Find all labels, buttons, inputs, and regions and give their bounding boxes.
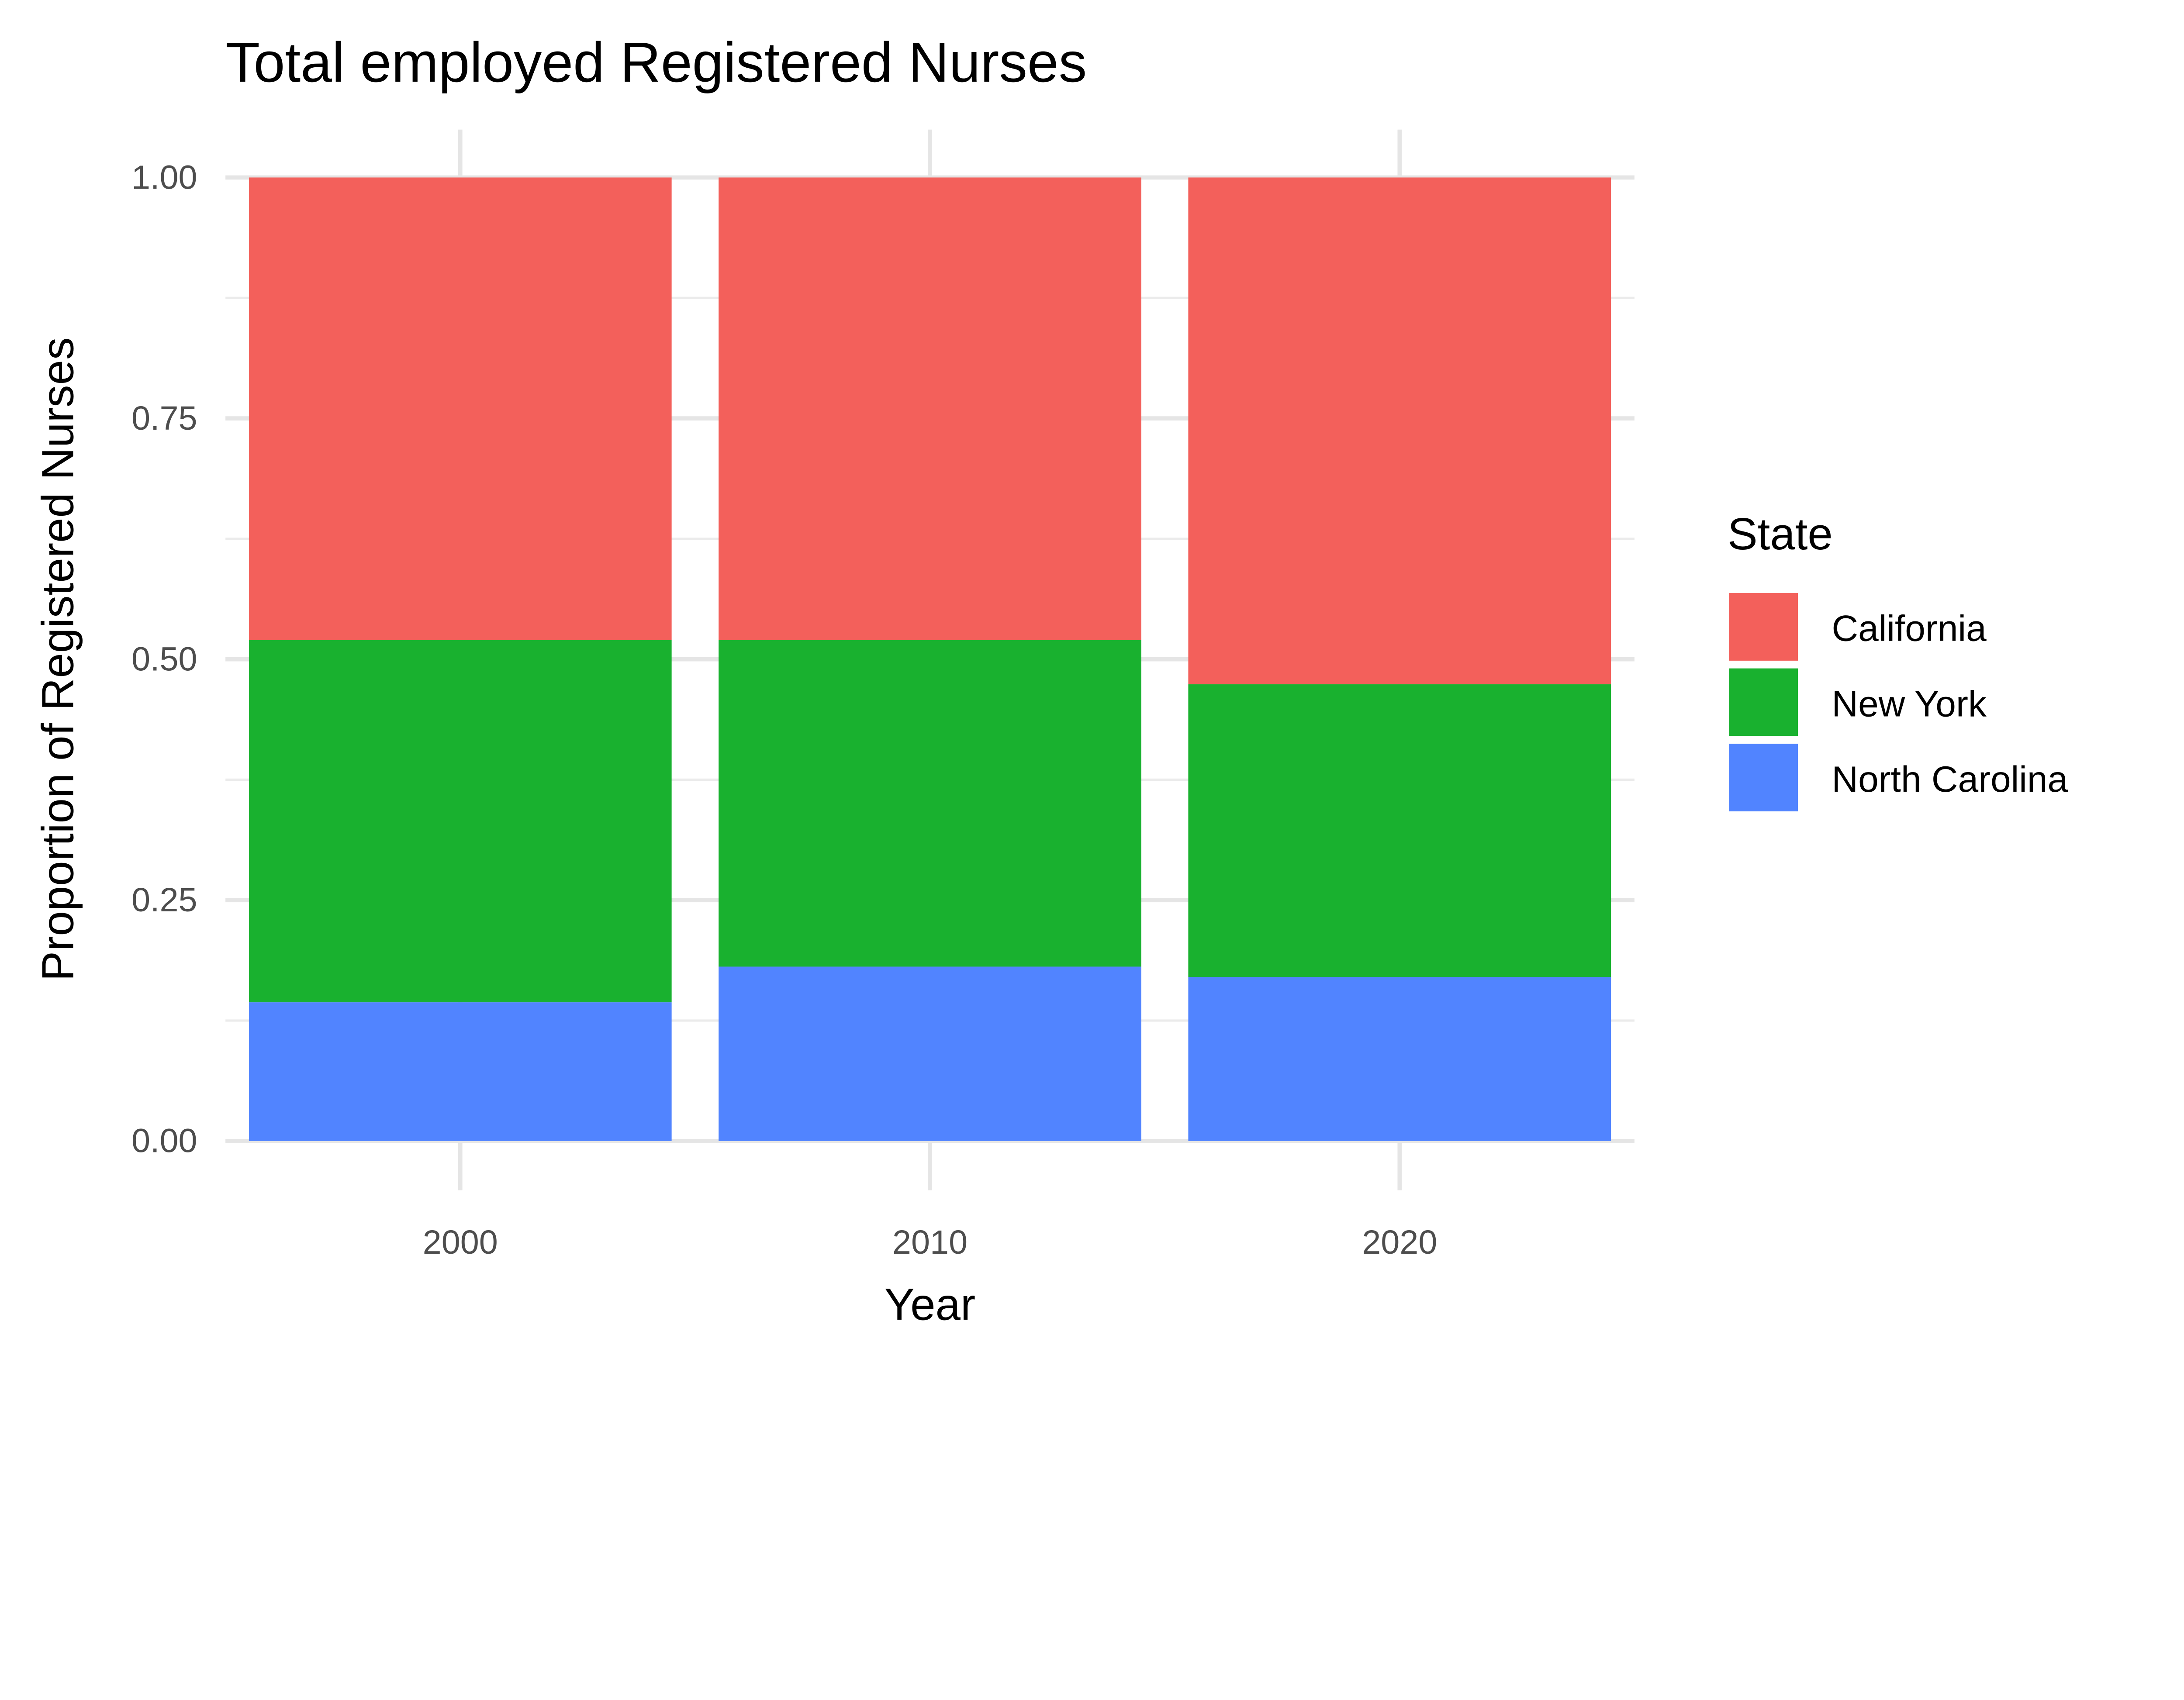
x-tick-label: 2000: [423, 1224, 498, 1261]
y-tick-label: 1.00: [131, 159, 197, 196]
y-tick-label: 0.00: [131, 1122, 197, 1160]
bar-north-carolina-2010: [719, 966, 1141, 1141]
bar-north-carolina-2020: [1188, 977, 1611, 1141]
chart-title: Total employed Registered Nurses: [225, 31, 1087, 94]
y-tick-label: 0.75: [131, 400, 197, 437]
legend-label: California: [1832, 608, 1987, 649]
legend-label: New York: [1832, 683, 1987, 724]
bar-california-2010: [719, 177, 1141, 640]
x-tick-label: 2010: [892, 1224, 968, 1261]
x-tick-labels: 2000 2010 2020: [423, 1224, 1438, 1261]
x-axis-label: Year: [885, 1279, 976, 1330]
legend-label: North Carolina: [1832, 759, 2068, 800]
y-axis-label: Proportion of Registered Nurses: [33, 337, 83, 981]
bar-new-york-2020: [1188, 684, 1611, 977]
bar-california-2000: [249, 177, 672, 640]
legend-key: [1729, 668, 1798, 736]
bar-california-2020: [1188, 177, 1611, 685]
bar-new-york-2000: [249, 640, 672, 1003]
y-tick-labels: 0.00 0.25 0.50 0.75 1.00: [131, 159, 197, 1159]
y-tick-label: 0.50: [131, 640, 197, 678]
bar-new-york-2010: [719, 640, 1141, 967]
legend-title: State: [1728, 509, 1833, 559]
legend-key: [1729, 593, 1798, 661]
legend-key: [1729, 744, 1798, 812]
legend: State California New York North Carolina: [1728, 509, 2068, 812]
y-tick-label: 0.25: [131, 881, 197, 919]
x-tick-label: 2020: [1362, 1224, 1437, 1261]
bars: [249, 177, 1611, 1141]
bar-north-carolina-2000: [249, 1002, 672, 1141]
stacked-bar-chart: 0.00 0.25 0.50 0.75 1.00 2000 2010 2020 Total …: [33, 31, 2068, 1330]
